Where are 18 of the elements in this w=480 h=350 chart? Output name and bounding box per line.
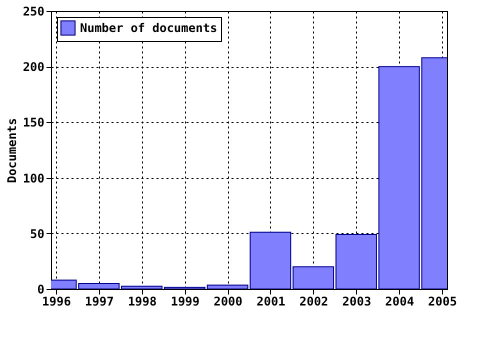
x-tick-label: 2005 xyxy=(428,294,457,308)
x-tick-label: 2003 xyxy=(342,294,372,308)
x-tick-label: 1998 xyxy=(128,294,157,308)
y-tick-label: 150 xyxy=(22,116,44,130)
x-tick-label: 2002 xyxy=(299,294,328,308)
y-axis-title: Documents xyxy=(4,118,19,184)
y-tick-label: 200 xyxy=(22,60,44,74)
x-tick-label: 2001 xyxy=(256,294,286,308)
x-tick-label: 1997 xyxy=(84,294,114,308)
x-tick-label: 2000 xyxy=(214,294,243,308)
y-tick-label: 0 xyxy=(37,282,44,296)
legend-label: Number of documents xyxy=(80,21,218,35)
x-tick-label: 2004 xyxy=(385,294,414,308)
x-tick-label: 1996 xyxy=(42,294,71,308)
y-tick-label: 250 xyxy=(22,4,44,18)
x-tick-label: 1999 xyxy=(170,294,200,308)
y-tick-label: 50 xyxy=(30,226,44,241)
y-tick-label: 100 xyxy=(22,171,44,186)
